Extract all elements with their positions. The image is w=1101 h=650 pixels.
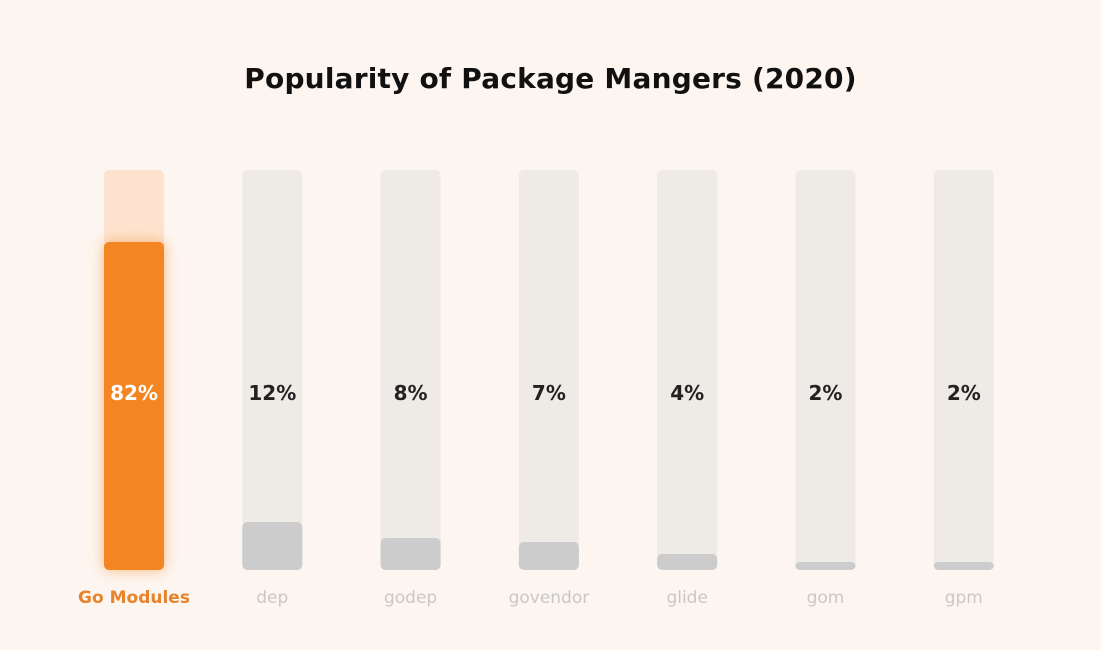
bar-value-label: 2% bbox=[809, 381, 843, 405]
bar-track bbox=[657, 170, 718, 570]
bar-track bbox=[380, 170, 441, 570]
bar bbox=[104, 242, 164, 570]
bar-value-label: 7% bbox=[532, 381, 566, 405]
category-label: gom bbox=[807, 588, 845, 608]
bar-value-label: 2% bbox=[947, 381, 981, 405]
category-label: gpm bbox=[945, 588, 983, 608]
category-label: Go Modules bbox=[78, 588, 190, 608]
bar bbox=[795, 562, 856, 570]
chart-title: Popularity of Package Mangers (2020) bbox=[244, 62, 857, 95]
bar-track bbox=[795, 170, 856, 570]
bar-value-label: 4% bbox=[670, 381, 704, 405]
category-label: govendor bbox=[509, 588, 590, 608]
bar bbox=[380, 538, 441, 570]
bar-value-label: 82% bbox=[110, 381, 158, 405]
category-label: dep bbox=[256, 588, 288, 608]
bar bbox=[657, 554, 718, 570]
bar-value-label: 12% bbox=[248, 381, 296, 405]
bar-track bbox=[518, 170, 579, 570]
bar bbox=[242, 522, 303, 570]
bar bbox=[518, 542, 579, 570]
category-label: godep bbox=[384, 588, 437, 608]
bar bbox=[933, 562, 994, 570]
bar-track bbox=[242, 170, 303, 570]
bar-track bbox=[933, 170, 994, 570]
bar-value-label: 8% bbox=[394, 381, 428, 405]
category-label: glide bbox=[666, 588, 708, 608]
